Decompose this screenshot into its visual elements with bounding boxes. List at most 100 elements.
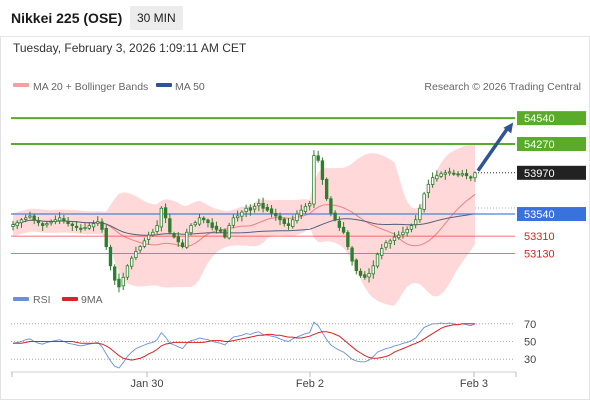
rsi-level-label-30: 30	[524, 354, 536, 366]
candle-body	[371, 265, 375, 275]
candle	[337, 216, 342, 231]
candle-body	[291, 219, 295, 227]
level-label-53970: 53970	[524, 168, 555, 180]
candle-body	[464, 173, 469, 177]
candle	[11, 221, 15, 231]
candle	[426, 179, 431, 199]
candle	[100, 218, 104, 233]
candle	[354, 258, 358, 275]
candle	[257, 198, 261, 212]
candle	[138, 245, 142, 254]
candle	[189, 223, 193, 236]
candle-body	[430, 177, 435, 185]
candle-body	[87, 225, 91, 229]
candle-body	[257, 203, 261, 207]
candle	[320, 157, 325, 185]
candle-body	[125, 265, 130, 278]
candle	[57, 212, 62, 225]
credit-label: Research © 2026 Trading Central	[424, 81, 581, 93]
candle	[384, 240, 388, 251]
candle-body	[185, 231, 189, 248]
forecast-arrowhead	[503, 122, 514, 134]
candle-body	[53, 219, 58, 222]
candle	[134, 246, 138, 261]
timeframe-button[interactable]: 30 MIN	[130, 6, 183, 30]
candle-body	[45, 223, 49, 226]
candle-body	[274, 212, 278, 217]
candle	[40, 221, 45, 232]
candle-body	[269, 208, 274, 214]
candle-body	[28, 215, 32, 218]
candle-body	[337, 220, 342, 228]
candle	[193, 220, 197, 227]
candle-body	[350, 247, 354, 262]
candle	[32, 213, 36, 225]
candle	[469, 175, 473, 182]
candle-body	[117, 278, 121, 288]
candle	[329, 196, 333, 217]
candle-body	[426, 183, 431, 194]
candle-body	[172, 233, 176, 238]
candle	[460, 169, 464, 178]
candle-body	[384, 242, 388, 248]
candle-body	[146, 234, 151, 240]
candle	[456, 171, 460, 178]
candle-body	[176, 236, 180, 243]
candle-body	[142, 240, 147, 247]
candle	[214, 221, 219, 234]
candle	[240, 210, 244, 222]
candle-body	[244, 207, 248, 213]
candle-body	[231, 217, 236, 226]
rsi-level-label-70: 70	[524, 319, 536, 331]
candle-body	[456, 173, 460, 176]
candle-body	[324, 178, 329, 200]
candle	[108, 244, 113, 271]
candle-body	[397, 234, 401, 239]
candle	[358, 268, 363, 278]
candle	[28, 211, 32, 219]
candle-body	[278, 215, 282, 221]
candle	[121, 272, 125, 291]
candle-body	[104, 228, 108, 248]
candle-body	[320, 160, 325, 180]
candle-body	[130, 257, 134, 267]
candle-body	[214, 225, 219, 230]
candle	[363, 271, 367, 280]
candle	[91, 220, 96, 232]
candle	[117, 273, 121, 293]
rsi-level-label-50: 50	[524, 337, 536, 349]
candle-body	[405, 228, 409, 234]
candle-body	[108, 246, 113, 267]
candle	[341, 221, 346, 235]
candle	[244, 204, 248, 218]
x-tick-label: Jan 30	[130, 378, 163, 390]
level-label-54540: 54540	[524, 113, 555, 125]
candle	[24, 214, 28, 223]
candle	[346, 230, 350, 250]
candle	[248, 204, 253, 216]
candle-body	[388, 240, 392, 244]
candle-body	[74, 225, 79, 228]
level-label-53540: 53540	[524, 209, 555, 221]
candle-body	[439, 173, 443, 177]
candle	[303, 203, 308, 214]
candle-body	[180, 242, 185, 248]
candle-body	[121, 276, 125, 287]
candle-body	[134, 251, 138, 259]
candle-body	[312, 155, 316, 205]
level-label-53130: 53130	[524, 248, 555, 260]
candle-body	[363, 274, 367, 278]
x-axis: Jan 30 Feb 2 Feb 3	[11, 371, 517, 390]
candle	[172, 231, 176, 239]
candle	[155, 220, 159, 234]
candle-body	[159, 207, 164, 228]
candle-body	[66, 221, 70, 225]
x-tick-label: Feb 3	[460, 378, 488, 390]
candle	[96, 216, 100, 227]
candle	[447, 167, 452, 176]
candle	[443, 169, 448, 180]
level-tag-54540	[517, 111, 586, 126]
candle-body	[252, 205, 257, 210]
candle	[274, 208, 278, 221]
